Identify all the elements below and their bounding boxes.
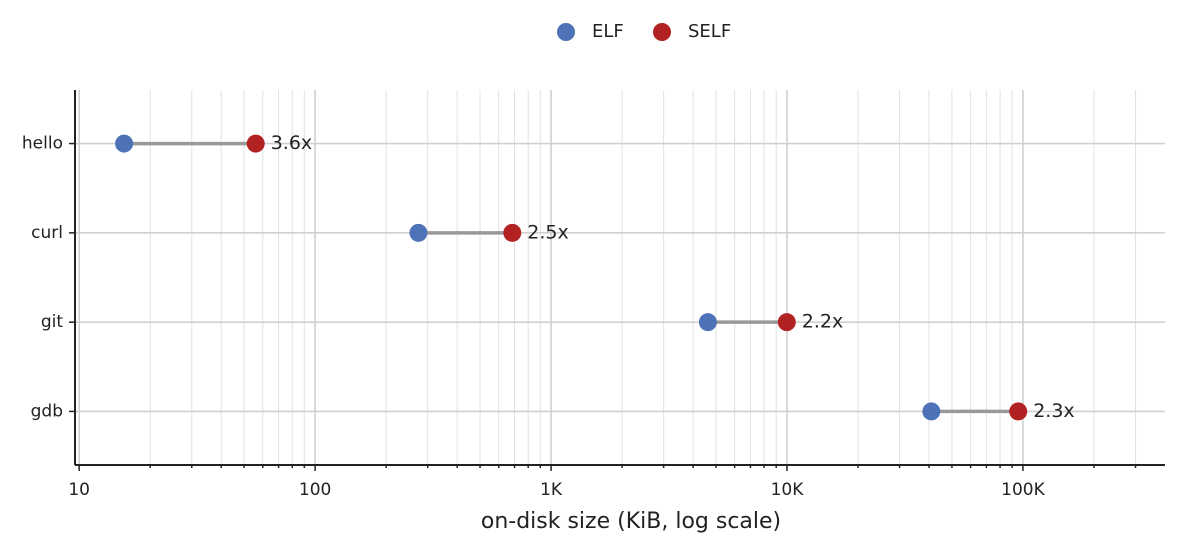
x-tick-label: 10K	[771, 480, 805, 500]
self-dot	[503, 223, 522, 242]
legend-label: ELF	[592, 21, 624, 42]
elf-dot	[922, 402, 941, 421]
elf-dot	[115, 134, 134, 153]
elf-dot	[409, 223, 428, 242]
y-tick-label: gdb	[31, 401, 63, 421]
elf-dot	[698, 313, 717, 332]
x-tick-label: 100	[299, 480, 331, 500]
self-dot	[777, 313, 796, 332]
x-axis-label: on-disk size (KiB, log scale)	[481, 509, 781, 534]
x-tick-label: 10	[68, 480, 90, 500]
y-tick-label: git	[41, 312, 64, 332]
ratio-label: 2.2x	[802, 311, 843, 333]
ratio-label: 3.6x	[271, 132, 312, 154]
x-tick-label: 100K	[1001, 480, 1045, 500]
legend-marker	[557, 23, 575, 41]
ratio-label: 2.3x	[1033, 400, 1074, 422]
y-tick-label: curl	[31, 223, 63, 243]
self-dot	[1009, 402, 1028, 421]
x-tick-label: 1K	[540, 480, 563, 500]
legend-label: SELF	[688, 21, 731, 42]
y-tick-label: hello	[22, 134, 63, 154]
ratio-label: 2.5x	[527, 221, 568, 243]
self-dot	[246, 134, 265, 153]
legend-marker	[653, 23, 671, 41]
